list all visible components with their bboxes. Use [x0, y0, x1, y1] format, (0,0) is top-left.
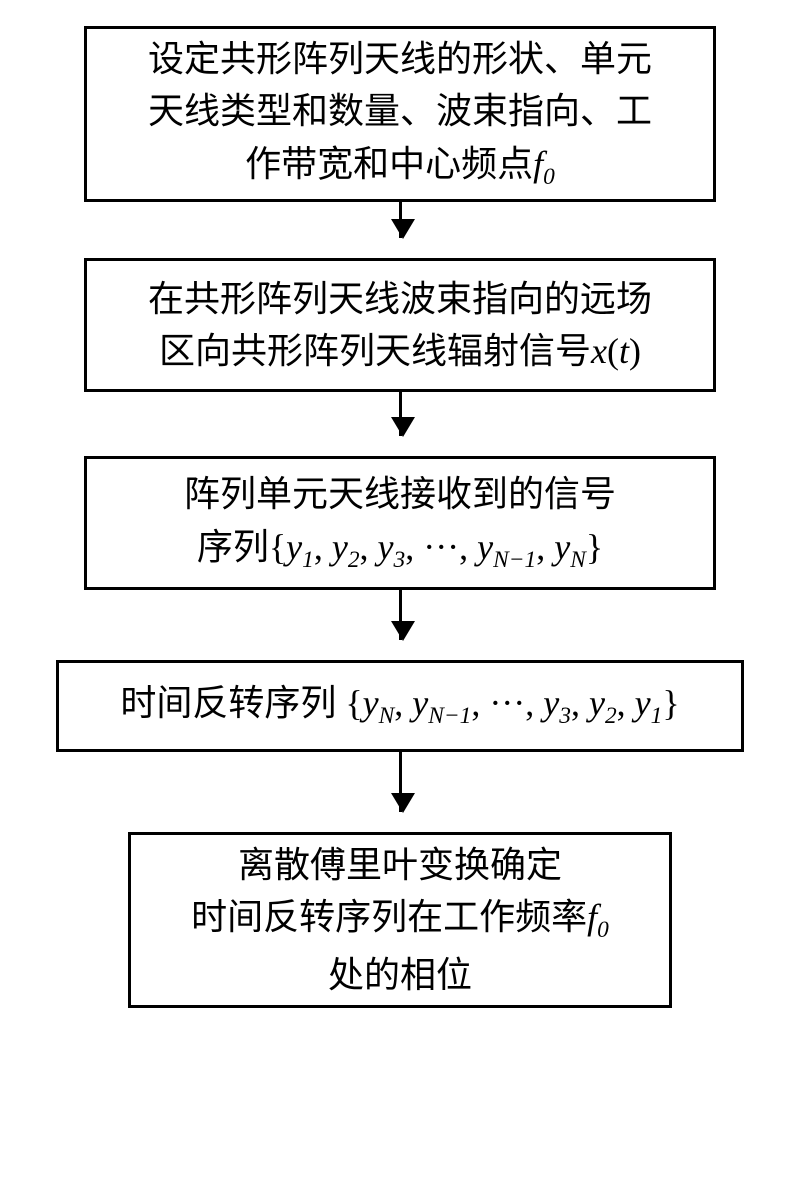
flow-node-label: 离散傅里叶变换确定时间反转序列在工作频率f0处的相位 [131, 839, 669, 1001]
flow-node-n4: 时间反转序列 {yN, yN−1, ···, y3, y2, y1} [56, 660, 744, 752]
flow-node-label: 阵列单元天线接收到的信号序列{y1, y2, y3, ···, yN−1, yN… [87, 468, 713, 577]
flow-node-n3: 阵列单元天线接收到的信号序列{y1, y2, y3, ···, yN−1, yN… [84, 456, 716, 590]
flow-node-label: 在共形阵列天线波束指向的远场区向共形阵列天线辐射信号x(t) [87, 273, 713, 377]
flow-arrow [399, 202, 402, 238]
flow-arrow [399, 590, 402, 640]
flowchart-canvas: 设定共形阵列天线的形状、单元天线类型和数量、波束指向、工作带宽和中心频点f0 在共… [0, 0, 800, 1181]
flow-node-n2: 在共形阵列天线波束指向的远场区向共形阵列天线辐射信号x(t) [84, 258, 716, 392]
flow-node-label: 时间反转序列 {yN, yN−1, ···, y3, y2, y1} [59, 677, 741, 734]
flow-node-n5: 离散傅里叶变换确定时间反转序列在工作频率f0处的相位 [128, 832, 672, 1008]
flow-arrow [399, 752, 402, 812]
flow-arrow [399, 392, 402, 436]
flow-node-label: 设定共形阵列天线的形状、单元天线类型和数量、波束指向、工作带宽和中心频点f0 [87, 33, 713, 195]
flow-node-n1: 设定共形阵列天线的形状、单元天线类型和数量、波束指向、工作带宽和中心频点f0 [84, 26, 716, 202]
